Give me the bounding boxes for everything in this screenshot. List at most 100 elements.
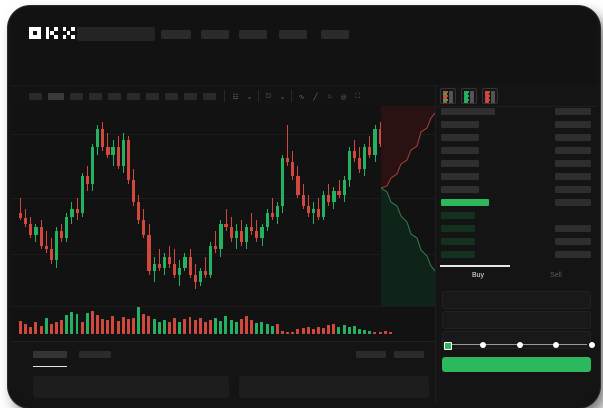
orderbook-view-asks-icon[interactable] (482, 88, 498, 104)
bottom-panel-left[interactable] (33, 376, 229, 398)
candle-body (29, 223, 33, 235)
slider-step-5[interactable] (589, 341, 595, 348)
candle (126, 110, 131, 308)
orderbook-view-both-icon[interactable] (440, 88, 456, 104)
orderbook-icon-bar (470, 99, 474, 101)
nav-item-5[interactable] (321, 30, 349, 39)
candle-body (301, 194, 305, 206)
fullscreen-icon[interactable]: ⛶ (355, 92, 360, 100)
candle (224, 110, 228, 308)
compare-icon[interactable]: ⎋ (265, 92, 272, 100)
chart-type-icon[interactable]: ⌄ (246, 93, 253, 101)
interval-chip-6[interactable] (127, 93, 140, 100)
candle-body (106, 147, 110, 155)
candle-body (132, 180, 136, 202)
slider-step-4[interactable] (552, 341, 559, 348)
candle-body (255, 231, 259, 239)
orderbook-price-bar (441, 186, 479, 193)
nav-item-1[interactable] (161, 30, 191, 39)
bottom-action-2[interactable] (394, 351, 424, 358)
orderbook-row-spread[interactable] (436, 199, 597, 208)
price-chart[interactable] (11, 106, 436, 342)
interval-chip-7[interactable] (146, 93, 159, 100)
candle-body (239, 231, 244, 243)
orderbook-row-ask[interactable] (436, 186, 597, 195)
volume-bar (101, 319, 105, 334)
candle (332, 110, 336, 308)
settings-chevron-icon[interactable]: ⌄ (279, 93, 286, 101)
interval-chip-5[interactable] (108, 93, 121, 100)
orderbook-icon-bar (443, 93, 447, 95)
slider-step-2[interactable] (480, 341, 487, 348)
snapshot-icon[interactable]: ◎ (340, 93, 347, 101)
okx-logo[interactable] (29, 27, 75, 42)
candle-body (347, 150, 351, 181)
candle-body (203, 271, 208, 275)
candle (260, 110, 264, 308)
order-amount-field[interactable] (442, 311, 591, 329)
orderbook-row-bid[interactable] (436, 225, 597, 234)
slider-step-3[interactable] (516, 341, 523, 348)
bottom-panel-right[interactable] (239, 376, 429, 398)
orderbook-row-ask[interactable] (436, 160, 597, 169)
volume-bar (49, 323, 53, 334)
orderbook-icon-bar (470, 91, 474, 93)
nav-item-4[interactable] (279, 30, 307, 39)
logo-block (37, 31, 41, 35)
bottom-tab-open-orders[interactable] (33, 351, 67, 358)
interval-chip-1[interactable] (29, 93, 42, 100)
orderbook-row-ask[interactable] (436, 134, 597, 143)
interval-chip-3[interactable] (70, 93, 83, 100)
divider (436, 106, 597, 107)
bottom-action-1[interactable] (356, 351, 386, 358)
candle-body (234, 231, 238, 239)
candle-body (322, 194, 326, 217)
orderbook-row-bid[interactable] (436, 212, 597, 221)
amount-slider[interactable] (444, 340, 595, 350)
orderbook-row-bid[interactable] (436, 238, 597, 247)
volume-bar (44, 318, 48, 334)
orderbook-row-ask[interactable] (436, 108, 597, 117)
alert-icon[interactable]: ⌂ (327, 93, 332, 100)
buy-submit-button[interactable] (442, 357, 591, 372)
trend-line-icon[interactable]: ∿ (298, 93, 305, 101)
candle (327, 110, 331, 308)
orderbook-size-bar (555, 186, 591, 193)
gridline (11, 306, 436, 307)
orderbook-row-ask[interactable] (436, 121, 597, 130)
orderbook-icon-bar (491, 101, 495, 103)
volume-bar (347, 327, 351, 334)
logo-block (29, 35, 33, 39)
tab-sell[interactable]: Sell (550, 272, 562, 279)
interval-chip-10[interactable] (203, 93, 216, 100)
orderbook-price-bar (441, 147, 479, 154)
interval-chip-8[interactable] (165, 93, 178, 100)
candle-body (332, 191, 336, 202)
ruler-icon[interactable]: ╱ (313, 93, 318, 101)
interval-chip-4[interactable] (89, 93, 102, 100)
bottom-tab-order-history[interactable] (79, 351, 111, 358)
orderbook-icon-bar (470, 101, 474, 103)
interval-chip-9[interactable] (184, 93, 197, 100)
order-price-field[interactable] (442, 291, 591, 309)
interval-chip-2[interactable] (48, 93, 64, 100)
logo-block (37, 35, 41, 39)
search-input[interactable] (77, 27, 155, 41)
volume-bar (291, 331, 295, 334)
candle-body (126, 140, 131, 181)
indicators-icon[interactable]: ☳ (232, 93, 239, 101)
orderbook-size-bar (555, 173, 591, 180)
orderbook-row-ask[interactable] (436, 173, 597, 182)
nav-item-2[interactable] (201, 30, 229, 39)
orderbook-row-ask[interactable] (436, 147, 597, 156)
orderbook-view-bids-icon[interactable] (461, 88, 477, 104)
divider (291, 90, 292, 102)
orderbook-row-bid[interactable] (436, 251, 597, 260)
nav-item-3[interactable] (239, 30, 267, 39)
tab-buy[interactable]: Buy (471, 272, 485, 279)
orderbook-icon-bar (470, 97, 474, 99)
volume-bar (106, 320, 110, 334)
candle-body (327, 194, 331, 202)
depth-ask-area (381, 106, 436, 188)
slider-step-1[interactable] (444, 341, 452, 350)
